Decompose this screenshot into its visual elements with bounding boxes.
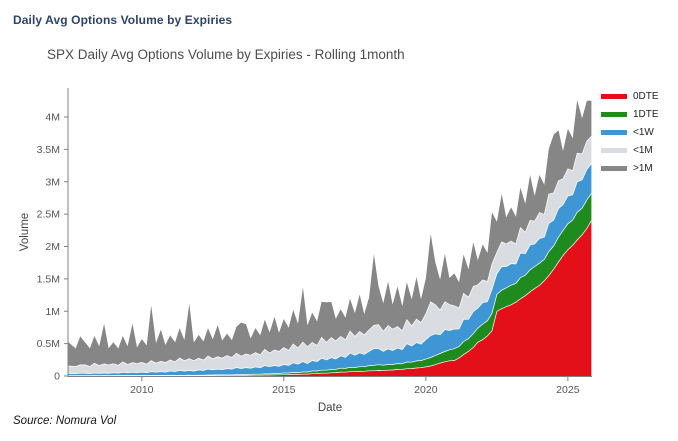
chart-legend: 0DTE 1DTE <1W <1M >1M (601, 90, 659, 174)
area-band-1m (68, 100, 592, 367)
chart-title: SPX Daily Avg Options Volume by Expiries… (47, 47, 405, 62)
legend-swatch-0dte (601, 93, 627, 99)
legend-item-1m: >1M (601, 162, 659, 174)
band-separator (67, 163, 592, 375)
x-tick-label: 2010 (130, 384, 154, 396)
y-tick-label: 1.5M (37, 273, 60, 285)
y-tick-label: 1M (45, 306, 60, 318)
legend-swatch-1m (601, 147, 627, 153)
y-tick-label: 0.5M (37, 338, 60, 350)
band-separator (68, 220, 592, 377)
y-tick-label: 0 (54, 371, 60, 383)
legend-item-1w: <1W (601, 126, 659, 138)
area-band-1m (68, 136, 592, 374)
legend-item-0dte: 0DTE (601, 90, 659, 102)
y-tick-label: 2.5M (37, 209, 60, 221)
y-tick-label: 4M (45, 112, 60, 124)
band-separator (67, 136, 592, 367)
y-axis-title: Volume (19, 213, 31, 251)
area-band-0dte (68, 220, 592, 376)
legend-label: 1DTE (633, 108, 659, 120)
x-axis-title: Date (318, 402, 342, 414)
legend-label: 0DTE (633, 90, 659, 102)
legend-label: <1W (633, 126, 654, 138)
y-tick-label: 3M (45, 176, 60, 188)
source-note: Source: Nomura Vol (13, 415, 117, 427)
x-tick-label: 2015 (272, 384, 296, 396)
legend-label: >1M (633, 162, 653, 174)
x-tick-label: 2020 (414, 384, 438, 396)
legend-swatch-1m (601, 165, 627, 171)
y-tick-label: 3.5M (37, 144, 60, 156)
legend-label: <1M (633, 144, 653, 156)
legend-swatch-1dte (601, 111, 627, 117)
y-tick-label: 2M (45, 241, 60, 253)
band-separator (68, 193, 592, 376)
legend-item-1m: <1M (601, 144, 659, 156)
legend-swatch-1w (601, 129, 627, 135)
x-tick-label: 2025 (556, 384, 580, 396)
legend-item-1dte: 1DTE (601, 108, 659, 120)
page-title: Daily Avg Options Volume by Expiries (13, 13, 233, 27)
